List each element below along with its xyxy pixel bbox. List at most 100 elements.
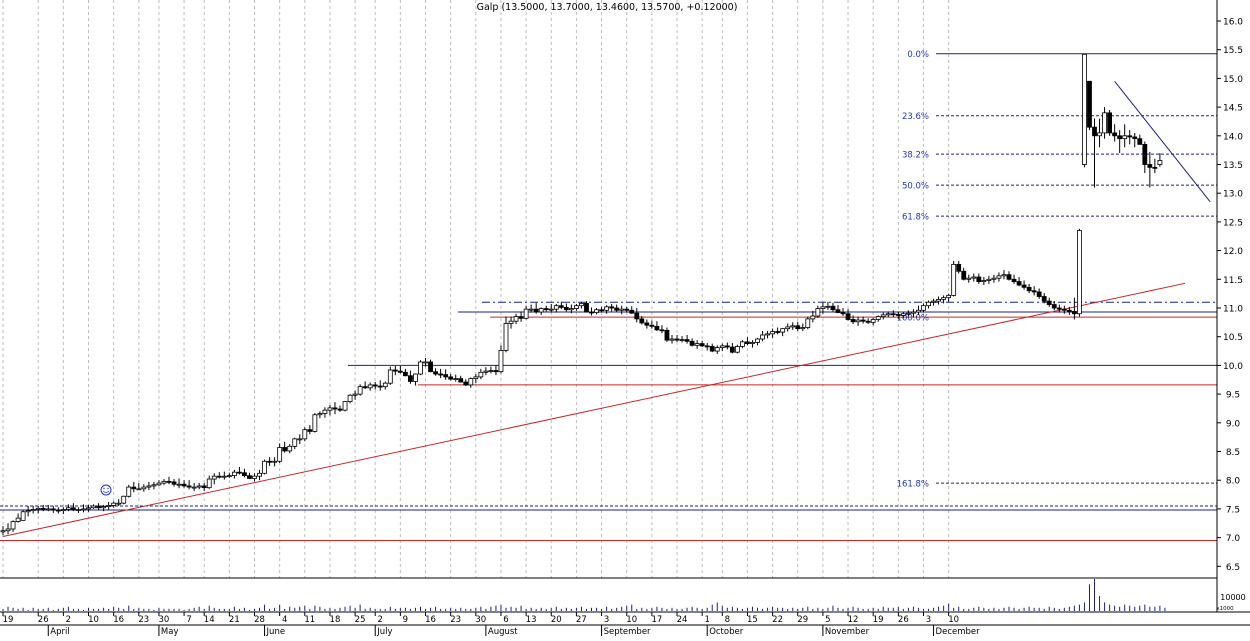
candle-body (322, 409, 328, 415)
candle-body (538, 308, 544, 313)
candle-body (161, 480, 167, 484)
y-tick-label: 10.5 (1223, 333, 1243, 343)
candle-body (639, 318, 645, 324)
x-tick-label: 10 (948, 615, 959, 625)
x-tick-label: 5 (825, 615, 830, 625)
trendline (1114, 80, 1211, 203)
candle-body (347, 394, 353, 402)
fib-level-label: 23.6% (902, 112, 929, 122)
candle-body (946, 294, 952, 299)
month-label: September (604, 627, 651, 636)
candle-body (267, 460, 272, 463)
candle-body (699, 343, 705, 347)
candle-body (775, 331, 781, 333)
month-label: May (161, 627, 179, 636)
volume-axis-label: 10000 (1220, 593, 1245, 602)
candle-body (840, 312, 846, 315)
x-tick-label: 23 (450, 615, 461, 625)
y-tick-label: 16.0 (1223, 18, 1243, 28)
candle-body (387, 369, 393, 384)
candle-body (136, 488, 142, 491)
candle-body (196, 485, 202, 488)
candle-body (96, 505, 101, 509)
candle-body (900, 313, 906, 316)
candle-body (458, 378, 464, 383)
x-tick-label: 10 (626, 615, 637, 625)
y-tick-label: 12.0 (1223, 247, 1243, 257)
candle-body (740, 341, 745, 347)
candle-body (880, 314, 886, 318)
candle-body (498, 350, 504, 373)
candle-body (760, 334, 765, 340)
candle-body (694, 343, 700, 346)
candle-body (654, 325, 660, 331)
candle-body (553, 305, 559, 310)
candle-body (513, 316, 519, 322)
candle-body (45, 508, 51, 511)
x-tick-label: 19 (3, 615, 14, 625)
candle-body (397, 370, 403, 373)
candle-body (931, 300, 936, 303)
candle-body (1102, 112, 1107, 134)
candle-body (418, 361, 423, 375)
candle-body (614, 307, 620, 311)
candle-body (508, 320, 514, 324)
candle-body (714, 347, 720, 352)
x-tick-label: 3 (926, 615, 931, 625)
candle-body (961, 270, 967, 280)
candle-body (413, 373, 418, 382)
candle-body (649, 324, 655, 327)
candle-body (865, 320, 871, 323)
candle-body (1137, 138, 1143, 145)
candle-body (216, 475, 222, 478)
candle-body (423, 361, 428, 364)
fib-level-label: 61.8% (902, 213, 929, 223)
candle-body (664, 329, 670, 341)
candle-body (191, 486, 197, 489)
x-tick-label: 9 (403, 615, 408, 625)
candle-body (1011, 278, 1017, 282)
candle-body (689, 340, 695, 346)
candle-body (50, 508, 56, 511)
candle-body (337, 408, 343, 411)
candle-body (332, 407, 338, 410)
x-tick-label: 21 (229, 615, 240, 625)
candle-body (719, 345, 725, 349)
candle-body (523, 308, 529, 319)
volume-layer (2, 579, 1166, 611)
candle-body (619, 308, 625, 311)
candle-body (297, 438, 303, 441)
candle-body (604, 306, 609, 311)
candle-body (1061, 308, 1067, 311)
month-label: June (266, 627, 286, 636)
candle-body (825, 305, 831, 308)
candle-body (463, 381, 469, 386)
candle-body (780, 328, 786, 333)
candle-body (563, 307, 569, 311)
candle-body (156, 482, 162, 486)
candle-body (1147, 164, 1153, 168)
candle-body (543, 308, 549, 311)
candle-body (966, 277, 972, 280)
candle-body (589, 311, 594, 314)
candle-body (408, 375, 413, 382)
y-tick-label: 9.0 (1226, 419, 1241, 429)
candle-body (60, 509, 66, 512)
x-tick-label: 30 (475, 615, 486, 625)
volume-unit-label: x1000 (1216, 606, 1234, 612)
candle-body (262, 460, 267, 474)
x-tick-label: 24 (677, 615, 688, 625)
candle-body (221, 475, 227, 478)
x-tick-label: 11 (304, 615, 315, 625)
candle-body (936, 298, 941, 302)
candle-body (141, 486, 147, 490)
candle-body (433, 371, 438, 375)
candle-body (116, 502, 122, 505)
y-tick-label: 7.5 (1226, 505, 1240, 515)
candle-body (805, 318, 811, 328)
candle-body (1001, 274, 1007, 277)
month-label: July (376, 627, 392, 636)
candle-body (302, 429, 308, 440)
candle-body (1092, 126, 1097, 137)
